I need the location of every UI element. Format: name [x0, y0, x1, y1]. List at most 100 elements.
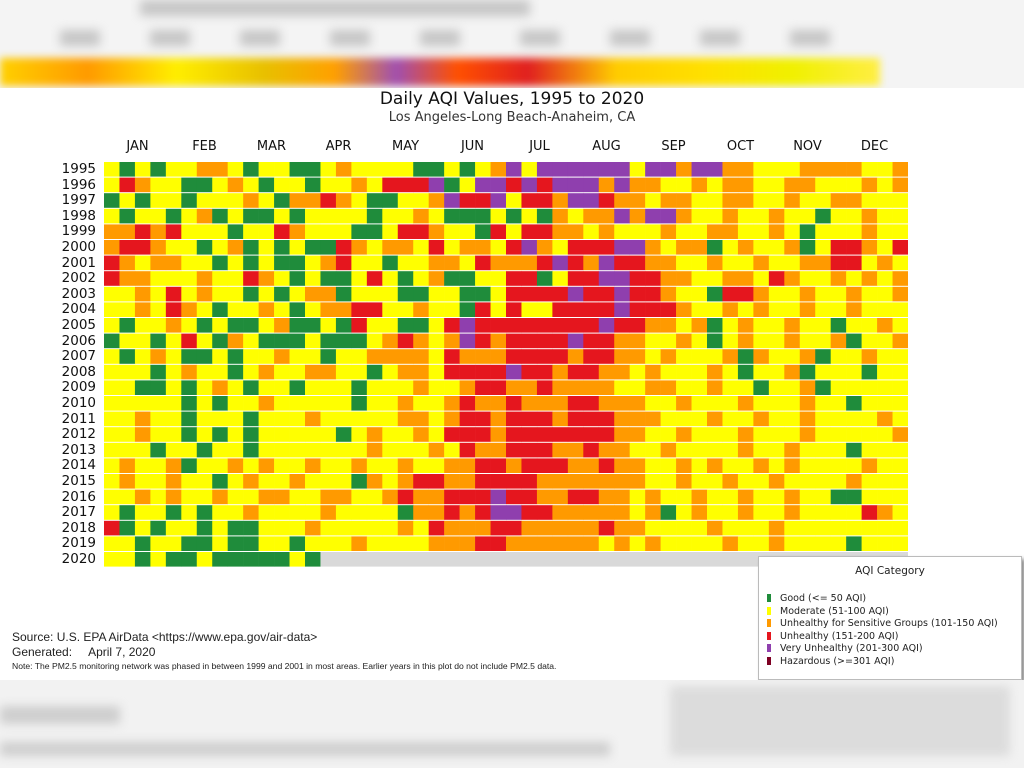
heatmap-cell	[660, 411, 677, 427]
heatmap-cell	[475, 536, 491, 551]
heatmap-cell	[475, 349, 491, 364]
heatmap-cell	[227, 364, 244, 380]
heatmap-cell	[629, 286, 646, 302]
heatmap-cell	[583, 286, 600, 302]
heatmap-cell	[846, 411, 862, 427]
heatmap-cell	[181, 271, 198, 286]
heatmap-cell	[227, 208, 244, 224]
heatmap-cell	[134, 380, 151, 395]
heatmap-cell	[150, 177, 167, 193]
heatmap-cell	[212, 489, 228, 505]
generated-label: Generated:	[12, 645, 73, 659]
heatmap-cell	[335, 302, 352, 317]
year-label: 2000	[61, 239, 96, 255]
heatmap-cell	[768, 489, 785, 505]
heatmap-cell	[598, 427, 615, 442]
heatmap-cell	[552, 271, 569, 286]
heatmap-cell	[691, 396, 708, 411]
heatmap-cell	[382, 442, 399, 458]
heatmap-cell	[707, 349, 723, 364]
heatmap-cell	[768, 302, 785, 317]
heatmap-cell	[846, 489, 862, 505]
heatmap-cell	[799, 224, 816, 239]
heatmap-cell	[722, 505, 739, 520]
heatmap-cell	[196, 318, 213, 333]
heatmap-cell	[737, 349, 754, 364]
heatmap-cell	[660, 318, 677, 333]
heatmap-cell	[753, 240, 770, 255]
heatmap-cell	[196, 302, 213, 317]
heatmap-cell	[243, 224, 259, 239]
heatmap-cell	[815, 240, 831, 255]
heatmap-cell	[444, 349, 460, 364]
heatmap-cell	[475, 489, 491, 505]
heatmap-cell	[212, 364, 228, 380]
heatmap-cell	[861, 349, 878, 364]
heatmap-cell	[196, 505, 213, 520]
heatmap-cell	[784, 458, 801, 473]
heatmap-cell	[428, 427, 445, 442]
heatmap-cell	[181, 255, 198, 271]
heatmap-cell	[444, 458, 460, 473]
heatmap-cell	[784, 380, 801, 395]
heatmap-cell	[212, 520, 228, 536]
heatmap-cell	[567, 411, 584, 427]
note-text: Note: The PM2.5 monitoring network was p…	[12, 661, 557, 671]
heatmap-cell	[258, 427, 275, 442]
heatmap-cell	[258, 318, 275, 333]
heatmap-cell	[676, 520, 692, 536]
heatmap-cell	[877, 255, 893, 271]
heatmap-cell	[521, 349, 538, 364]
heatmap-cell	[382, 162, 399, 177]
heatmap-cell	[877, 474, 893, 489]
heatmap-cell	[567, 162, 584, 177]
heatmap-cell	[521, 474, 538, 489]
heatmap-cell	[536, 489, 553, 505]
heatmap-cell	[815, 193, 831, 208]
heatmap-cell	[119, 536, 136, 551]
heatmap-cell	[289, 411, 306, 427]
heatmap-cell	[583, 333, 600, 349]
heatmap-cell	[320, 193, 337, 208]
heatmap-cell	[629, 208, 646, 224]
heatmap-cell	[104, 286, 120, 302]
heatmap-cell	[243, 489, 259, 505]
heatmap-cell	[691, 520, 708, 536]
heatmap-cell	[212, 240, 228, 255]
heatmap-cell	[258, 489, 275, 505]
heatmap-cell	[722, 177, 739, 193]
heatmap-cell	[506, 162, 522, 177]
heatmap-cell	[830, 286, 847, 302]
source-text: Source: U.S. EPA AirData <https://www.ep…	[12, 630, 318, 644]
heatmap-cell	[258, 193, 275, 208]
heatmap-cell	[104, 255, 120, 271]
heatmap-cell	[846, 177, 862, 193]
heatmap-cell	[382, 364, 399, 380]
heatmap-cell	[660, 271, 677, 286]
heatmap-cell	[150, 552, 167, 567]
heatmap-cell	[583, 505, 600, 520]
heatmap-cell	[784, 271, 801, 286]
heatmap-cell	[737, 380, 754, 395]
heatmap-cell	[629, 255, 646, 271]
heatmap-cell	[552, 349, 569, 364]
heatmap-cell	[846, 333, 862, 349]
heatmap-cell	[227, 240, 244, 255]
heatmap-cell	[506, 349, 522, 364]
heatmap-cell	[351, 474, 368, 489]
heatmap-cell	[366, 489, 383, 505]
heatmap-cell	[645, 349, 661, 364]
heatmap-cell	[660, 162, 677, 177]
heatmap-cell	[274, 224, 290, 239]
heatmap-cell	[227, 442, 244, 458]
heatmap-cell	[243, 505, 259, 520]
heatmap-cell	[490, 396, 507, 411]
heatmap-cell	[521, 505, 538, 520]
heatmap-cell	[243, 208, 259, 224]
heatmap-cell	[320, 286, 337, 302]
heatmap-cell	[475, 520, 491, 536]
heatmap-cell	[335, 240, 352, 255]
legend-item: Hazardous (>=301 AQI)	[767, 656, 894, 668]
heatmap-cell	[506, 302, 522, 317]
heatmap-cell	[165, 271, 182, 286]
